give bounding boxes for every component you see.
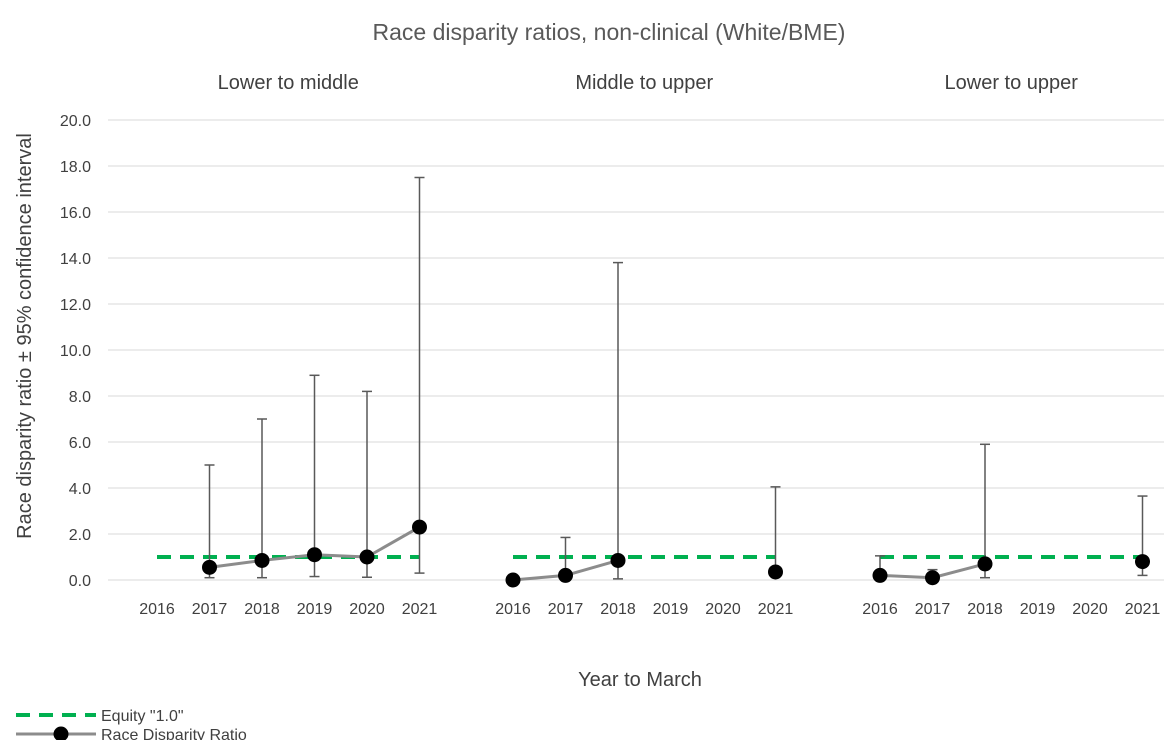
x-tick-label: 2021: [402, 601, 438, 618]
error-bar: [362, 390, 372, 578]
ratio-point: [254, 552, 270, 568]
error-bar: [770, 486, 781, 575]
error-bar: [613, 261, 623, 580]
ratio-point: [505, 572, 521, 588]
ratio-point: [412, 519, 427, 535]
error-bar: [980, 443, 990, 579]
x-tick-label: 2020: [1072, 601, 1108, 618]
ratio-point: [558, 567, 573, 583]
x-tick-label: 2021: [1125, 601, 1161, 618]
y-tick-label: 12.0: [60, 297, 91, 314]
legend: Equity "1.0" Race Disparity Ratio: [16, 708, 247, 740]
x-tick-label: 2021: [758, 601, 794, 618]
ratio-point: [1135, 554, 1150, 570]
x-tick-label: 2020: [705, 601, 741, 618]
x-tick-label: 2018: [244, 601, 280, 618]
x-tick-label: 2017: [915, 601, 951, 618]
panel-1: Lower to middle 2016 2017 2018 2019 2020 2021: [139, 72, 437, 618]
panel-title: Lower to upper: [945, 72, 1079, 94]
error-bar: [257, 418, 267, 579]
y-tick-label: 6.0: [69, 435, 91, 452]
ratio-point: [610, 552, 626, 568]
x-tick-label: 2020: [349, 601, 385, 618]
x-tick-label: 2017: [192, 601, 228, 618]
y-tick-label: 10.0: [60, 343, 91, 360]
y-tick-label: 2.0: [69, 527, 91, 544]
ratio-point: [202, 559, 217, 575]
x-tick-label: 2019: [1020, 601, 1056, 618]
error-bar: [414, 176, 425, 574]
error-bar: [204, 464, 215, 579]
ratio-point: [768, 564, 783, 580]
x-tick-label: 2018: [967, 601, 1003, 618]
x-tick-label: 2016: [495, 601, 531, 618]
legend-ratio-icon-marker: [53, 726, 69, 740]
chart-title: Race disparity ratios, non-clinical (Whi…: [373, 19, 846, 45]
y-tick-label: 0.0: [69, 573, 91, 590]
y-tick-label: 20.0: [60, 113, 91, 130]
y-axis-title: Race disparity ratio ± 95% confidence in…: [14, 133, 36, 539]
y-tick-label: 8.0: [69, 389, 91, 406]
ratio-point: [872, 567, 888, 583]
y-tick-label: 4.0: [69, 481, 91, 498]
y-tick-label: 18.0: [60, 159, 91, 176]
panel-3: Lower to upper 2016 2017 2018 2019 2020 2021: [862, 72, 1160, 618]
x-tick-label: 2018: [600, 601, 636, 618]
error-bar: [309, 374, 320, 578]
x-tick-label: 2019: [297, 601, 333, 618]
x-tick-label: 2017: [548, 601, 584, 618]
legend-item-equity: Equity "1.0": [16, 708, 184, 725]
legend-ratio-label: Race Disparity Ratio: [101, 727, 247, 740]
x-tick-label: 2019: [653, 601, 689, 618]
x-axis-title: Year to March: [578, 669, 702, 691]
ratio-point: [977, 556, 993, 572]
ratio-point: [307, 547, 322, 563]
panel-title: Lower to middle: [218, 72, 359, 94]
x-tick-label: 2016: [139, 601, 175, 618]
gridlines: [108, 119, 1164, 581]
panel-2: Middle to upper 2016 2017 2018 2019 2020 2021: [495, 72, 793, 618]
ratio-point: [359, 549, 375, 565]
legend-item-ratio: Race Disparity Ratio: [16, 726, 247, 740]
legend-equity-label: Equity "1.0": [101, 708, 184, 725]
y-axis-ticks: 0.0 2.0 4.0 6.0 8.0 10.0 12.0 14.0 16.0 18.0 20.0: [60, 113, 91, 590]
y-tick-label: 14.0: [60, 251, 91, 268]
panel-title: Middle to upper: [575, 72, 713, 94]
y-tick-label: 16.0: [60, 205, 91, 222]
ratio-point: [925, 570, 940, 586]
x-tick-label: 2016: [862, 601, 898, 618]
